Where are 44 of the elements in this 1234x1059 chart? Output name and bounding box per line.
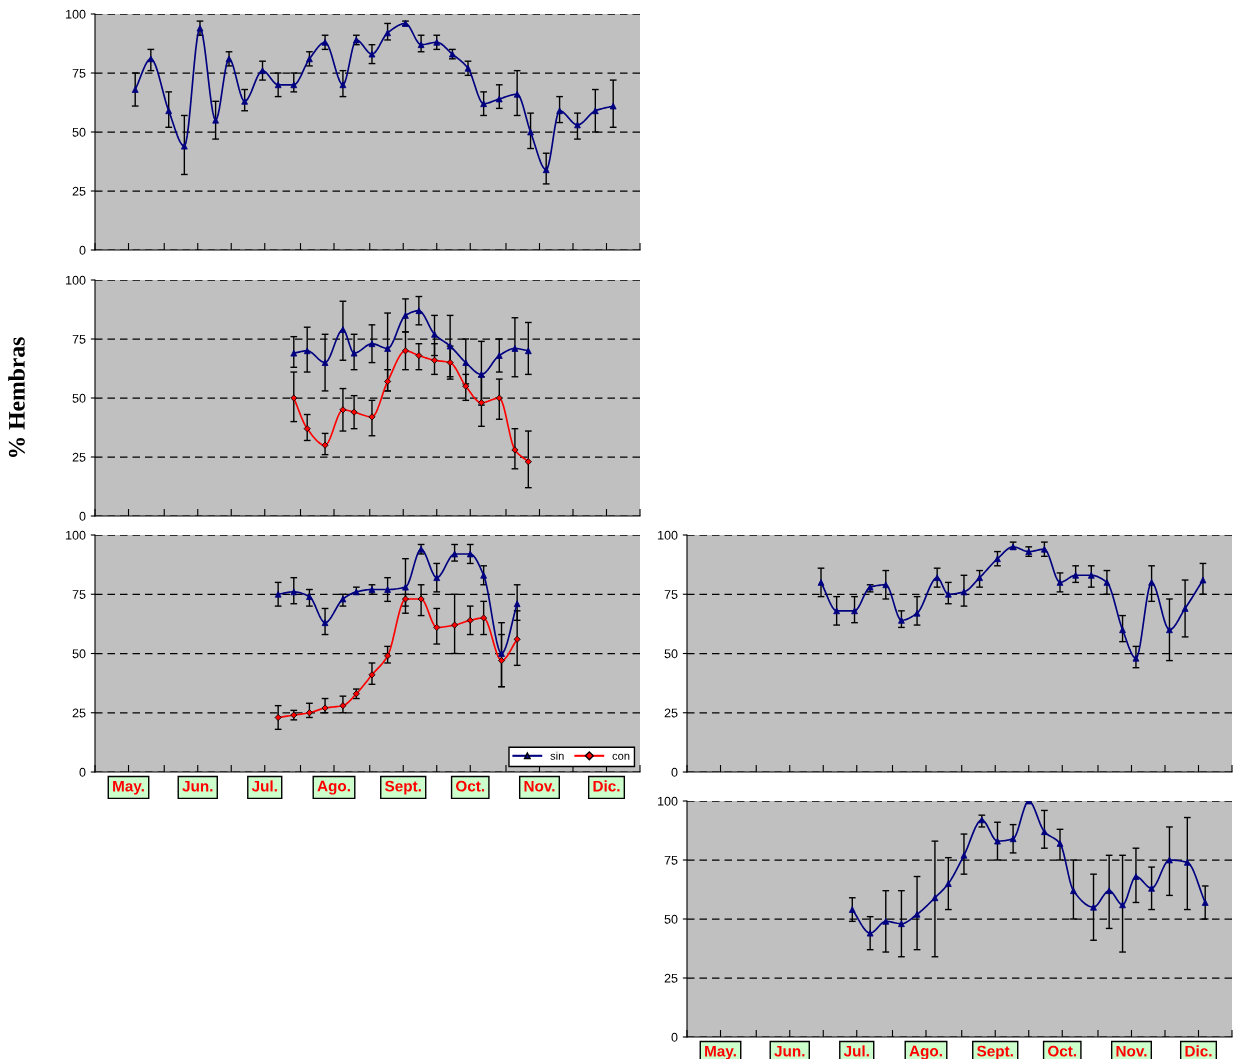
x-tick-label: Jul. — [251, 780, 277, 792]
x-tick-label: May. — [705, 1045, 736, 1059]
y-tick-label: 100 — [66, 9, 86, 19]
x-tick-label: Dic. — [1185, 1045, 1212, 1057]
y-tick-label: 100 — [658, 796, 678, 806]
y-tick-label: 75 — [72, 68, 86, 78]
y-tick-label: 75 — [664, 590, 678, 599]
y-tick-label: 0 — [79, 245, 86, 255]
x-tick-label: Sept. — [385, 780, 421, 795]
y-tick-label: 25 — [664, 973, 678, 983]
y-tick-label: 100 — [66, 275, 86, 285]
y-tick-label: 50 — [664, 649, 678, 659]
y-tick-label: 50 — [664, 914, 678, 924]
y-tick-label: 0 — [671, 1032, 678, 1042]
y-tick-label: 0 — [671, 767, 678, 777]
x-tick-label: Jun. — [774, 1045, 805, 1057]
y-tick-label: 25 — [72, 186, 86, 196]
y-tick-label: 75 — [72, 334, 86, 344]
y-tick-label: 0 — [79, 767, 86, 777]
y-tick-label: 75 — [72, 590, 86, 599]
y-tick-label: 100 — [658, 530, 678, 540]
x-tick-label: Nov. — [524, 780, 555, 792]
y-tick-label: 100 — [66, 530, 86, 540]
y-tick-label: 50 — [72, 649, 86, 659]
x-tick-label: Dic. — [593, 780, 620, 792]
legend-label: con — [612, 753, 630, 760]
y-tick-label: 25 — [664, 708, 678, 718]
x-tick-label: Oct. — [456, 780, 485, 792]
y-tick-label: 0 — [79, 511, 86, 521]
legend-label: sin — [550, 751, 564, 760]
x-tick-label: Sept. — [977, 1045, 1013, 1059]
x-tick-label: Nov. — [1116, 1045, 1147, 1057]
x-tick-label: Jul. — [843, 1045, 869, 1057]
y-tick-label: 50 — [72, 127, 86, 137]
x-tick-label: Jun. — [182, 780, 213, 792]
x-tick-label: Ago. — [317, 780, 350, 795]
y-axis-title: % Hembras — [8, 337, 25, 457]
y-tick-label: 75 — [664, 855, 678, 865]
y-tick-label: 25 — [72, 708, 86, 718]
x-tick-label: Oct. — [1048, 1045, 1077, 1057]
x-tick-label: May. — [113, 780, 144, 795]
x-tick-label: Ago. — [909, 1045, 942, 1059]
y-tick-label: 50 — [72, 393, 86, 403]
y-tick-label: 25 — [72, 452, 86, 462]
